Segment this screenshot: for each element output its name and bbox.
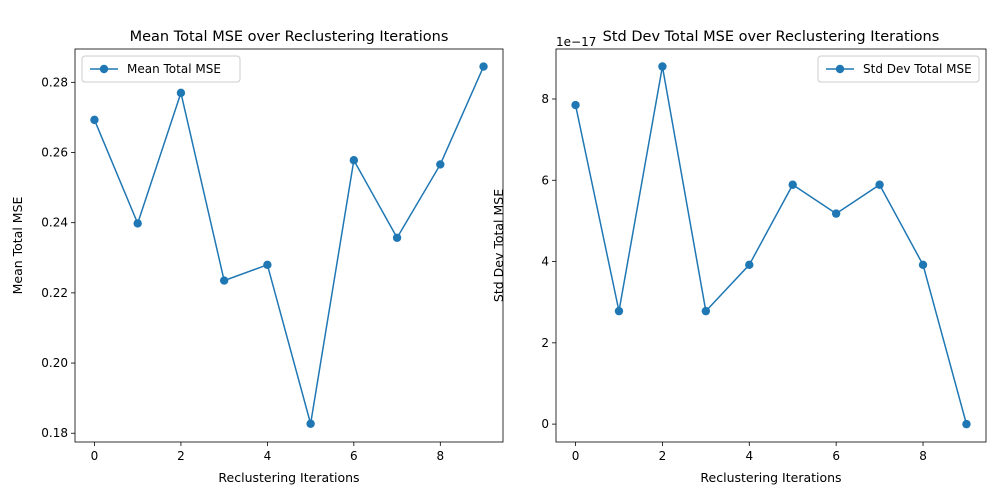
x-tick-label: 0: [572, 449, 580, 463]
y-tick-label: 0.18: [41, 426, 68, 440]
y-axis-label: Std Dev Total MSE: [491, 189, 506, 302]
y-tick-label: 8: [541, 92, 549, 106]
chart-title: Mean Total MSE over Reclustering Iterati…: [130, 29, 449, 45]
data-point: [263, 260, 272, 269]
data-point: [701, 306, 711, 316]
x-tick-label: 4: [264, 449, 272, 463]
data-point: [614, 306, 624, 316]
data-point: [788, 180, 797, 189]
y-tick-label: 4: [541, 255, 549, 269]
data-point: [176, 88, 186, 98]
y-tick-label: 0.26: [41, 146, 68, 160]
y-tick-label: 0: [541, 417, 549, 431]
data-point: [133, 219, 142, 228]
data-point: [962, 419, 971, 429]
x-tick-label: 0: [91, 449, 99, 463]
y-axis-label: Mean Total MSE: [10, 196, 25, 294]
y-tick-label: 0.24: [41, 216, 68, 230]
x-tick-label: 8: [436, 449, 444, 463]
x-axis-label: Reclustering Iterations: [218, 470, 359, 485]
plot-frame: [555, 48, 987, 443]
y-tick-label: 6: [541, 173, 549, 187]
y-tick-label: 0.20: [41, 356, 68, 370]
legend-label: Std Dev Total MSE: [863, 62, 972, 76]
data-point: [831, 209, 841, 218]
legend-label: Mean Total MSE: [127, 62, 221, 76]
legend-marker: [835, 64, 845, 74]
data-point: [571, 100, 580, 110]
legend-box: [817, 55, 980, 83]
series-line: [574, 66, 968, 425]
y-tick-label: 2: [541, 336, 549, 350]
data-point: [219, 276, 229, 285]
x-axis-label: Reclustering Iterations: [700, 470, 841, 485]
data-point: [745, 260, 754, 270]
y-tick-label: 0.22: [41, 286, 68, 300]
data-point: [479, 62, 488, 71]
data-point: [349, 156, 359, 165]
chart-panel-2: Std Dev Total MSE over Reclustering Iter…: [491, 29, 987, 485]
y-offset-text: 1e−17: [556, 35, 596, 49]
chart-title: Std Dev Total MSE over Reclustering Iter…: [603, 29, 940, 45]
data-point: [658, 62, 667, 71]
data-point: [392, 233, 402, 242]
x-tick-label: 2: [659, 449, 667, 463]
data-point: [90, 115, 99, 125]
x-tick-label: 2: [177, 449, 185, 463]
series-line: [93, 66, 485, 424]
x-tick-label: 8: [919, 449, 927, 463]
legend-box: [81, 55, 241, 83]
data-point: [918, 260, 928, 270]
x-tick-label: 4: [745, 449, 753, 463]
x-tick-label: 6: [832, 449, 840, 463]
y-tick-label: 0.28: [41, 75, 68, 89]
chart-panel-1: Mean Total MSE over Reclustering Iterati…: [10, 29, 504, 485]
x-tick-label: 6: [350, 449, 358, 463]
plot-frame: [74, 48, 504, 443]
data-point: [306, 419, 315, 428]
data-point: [436, 160, 445, 169]
data-point: [875, 180, 884, 189]
legend-marker: [99, 64, 109, 74]
